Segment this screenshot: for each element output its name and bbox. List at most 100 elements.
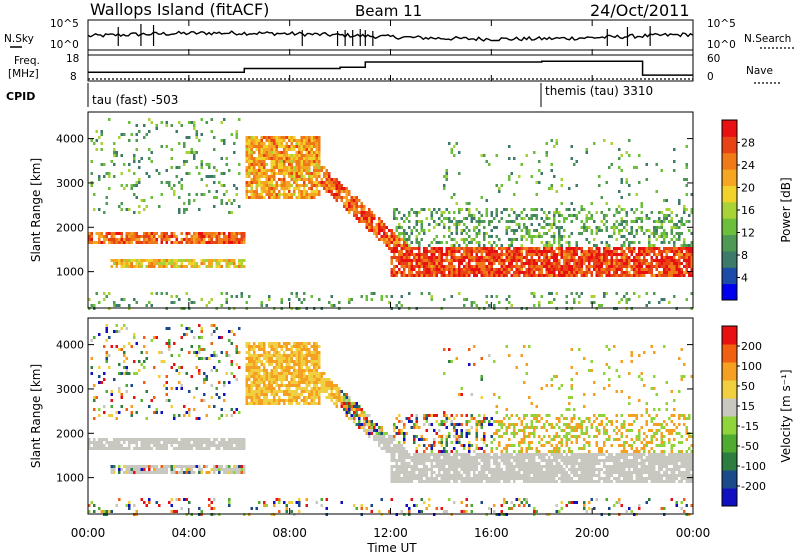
echo-cell [650, 247, 653, 250]
echo-cell [505, 226, 508, 229]
echo-cell [420, 459, 423, 462]
echo-cell [355, 202, 358, 205]
echo-cell [280, 184, 283, 187]
echo-cell [205, 378, 208, 381]
echo-cell [443, 235, 446, 238]
echo-cell [298, 348, 301, 351]
echo-cell [98, 366, 101, 369]
echo-cell [148, 447, 151, 450]
echo-cell [233, 375, 236, 378]
echo-cell [205, 304, 208, 307]
echo-cell [150, 304, 153, 307]
echo-cell [415, 265, 418, 268]
echo-cell [625, 178, 628, 181]
echo-cell [145, 232, 148, 235]
echo-cell [125, 232, 128, 235]
echo-cell [685, 244, 688, 247]
echo-cell [165, 438, 168, 441]
echo-cell [620, 178, 623, 181]
echo-cell [405, 250, 408, 253]
echo-cell [315, 187, 318, 190]
echo-cell [568, 247, 571, 250]
echo-cell [275, 163, 278, 166]
echo-cell [423, 414, 426, 417]
echo-cell [395, 459, 398, 462]
echo-cell [608, 259, 611, 262]
echo-cell [303, 184, 306, 187]
echo-cell [295, 175, 298, 178]
echo-cell [255, 378, 258, 381]
echo-cell [185, 160, 188, 163]
echo-cell [325, 378, 328, 381]
echo-cell [625, 211, 628, 214]
echo-cell [125, 390, 128, 393]
echo-cell [313, 402, 316, 405]
echo-cell [415, 247, 418, 250]
echo-cell [663, 250, 666, 253]
echo-cell [313, 396, 316, 399]
echo-cell [355, 402, 358, 405]
echo-cell [390, 438, 393, 441]
echo-cell [688, 214, 691, 217]
echo-cell [233, 235, 236, 238]
echo-cell [273, 193, 276, 196]
echo-cell [375, 229, 378, 232]
echo-cell [493, 268, 496, 271]
noise-left-tick-bottom: 10^0 [50, 39, 79, 51]
echo-cell [465, 247, 468, 250]
echo-cell [188, 202, 191, 205]
echo-cell [465, 268, 468, 271]
echo-cell [400, 453, 403, 456]
echo-cell [263, 160, 266, 163]
echo-cell [498, 253, 501, 256]
echo-cell [293, 145, 296, 148]
echo-cell [223, 399, 226, 402]
echo-cell [673, 256, 676, 259]
echo-cell [660, 223, 663, 226]
echo-cell [183, 202, 186, 205]
echo-cell [218, 259, 221, 262]
echo-cell [175, 441, 178, 444]
echo-cell [163, 232, 166, 235]
echo-cell [468, 202, 471, 205]
echo-cell [293, 139, 296, 142]
echo-cell [308, 157, 311, 160]
echo-cell [428, 271, 431, 274]
echo-cell [255, 175, 258, 178]
echo-cell [410, 459, 413, 462]
echo-cell [470, 217, 473, 220]
echo-cell [160, 181, 163, 184]
echo-cell [578, 262, 581, 265]
echo-cell [278, 193, 281, 196]
echo-cell [313, 384, 316, 387]
echo-cell [130, 232, 133, 235]
echo-cell [238, 471, 241, 474]
echo-cell [505, 256, 508, 259]
echo-cell [305, 139, 308, 142]
echo-cell [618, 232, 621, 235]
echo-cell [135, 139, 138, 142]
echo-cell [643, 232, 646, 235]
echo-cell [528, 235, 531, 238]
echo-cell [245, 301, 248, 304]
echo-cell [595, 274, 598, 277]
echo-cell [283, 390, 286, 393]
echo-cell [135, 265, 138, 268]
echo-cell [548, 259, 551, 262]
echo-cell [405, 453, 408, 456]
echo-cell [313, 369, 316, 372]
echo-cell [270, 393, 273, 396]
echo-cell [438, 217, 441, 220]
echo-cell [390, 450, 393, 453]
echo-cell [158, 468, 161, 471]
echo-cell [313, 196, 316, 199]
echo-cell [593, 142, 596, 145]
echo-cell [298, 504, 301, 507]
echo-cell [663, 262, 666, 265]
echo-cell [293, 396, 296, 399]
echo-cell [308, 142, 311, 145]
echo-cell [178, 354, 181, 357]
echo-cell [325, 384, 328, 387]
echo-cell [390, 459, 393, 462]
echo-cell [285, 169, 288, 172]
